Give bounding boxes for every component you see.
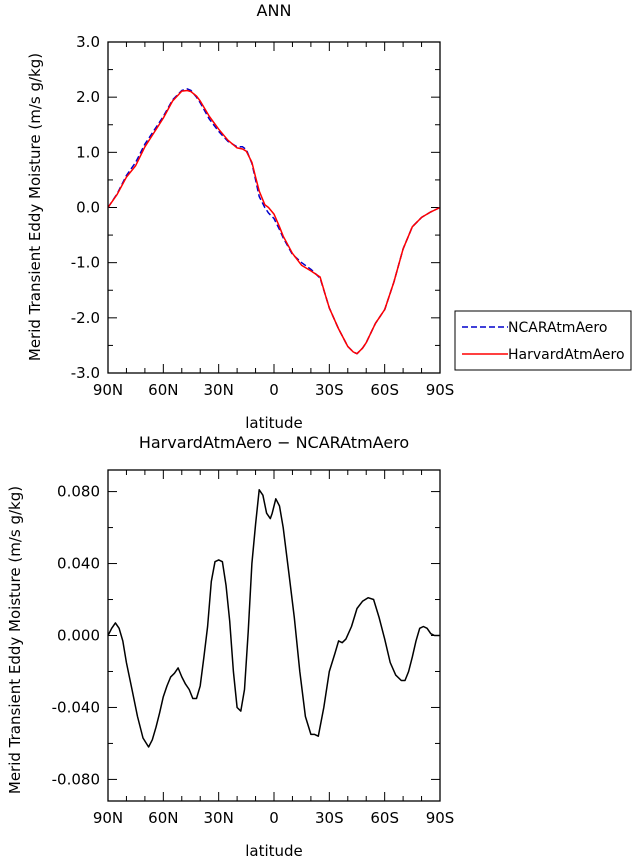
bottom-chart-x-tick-label: 60S bbox=[370, 809, 399, 827]
legend-label-ncar: NCARAtmAero bbox=[508, 320, 607, 336]
top-chart-series-line-harvardatmaero bbox=[107, 89, 441, 355]
top-chart-y-tick-label: 3.0 bbox=[76, 33, 100, 51]
bottom-chart-frame bbox=[107, 469, 441, 802]
bottom-chart-x-tick-label: 60N bbox=[148, 809, 178, 827]
bottom-chart-x-tick-label: 30N bbox=[204, 809, 234, 827]
legend-frame bbox=[454, 310, 632, 371]
top-chart-x-tick-label: 90S bbox=[426, 381, 455, 399]
top-chart-y-tick-label: 0.0 bbox=[76, 199, 100, 217]
legend-label-harvard: HarvardAtmAero bbox=[508, 347, 625, 363]
bottom-chart-series-line-difference bbox=[107, 489, 440, 748]
bottom-chart-y-tick-label: 0.080 bbox=[57, 483, 100, 501]
bottom-chart-x-tick-label: 90S bbox=[426, 809, 455, 827]
top-chart-x-tick-label: 90N bbox=[93, 381, 123, 399]
bottom-chart-panel: HarvardAtmAero − NCARAtmAero Merid Trans… bbox=[6, 433, 454, 860]
bottom-chart-y-tick-label: -0.080 bbox=[52, 770, 100, 788]
top-chart-y-tick-label: -3.0 bbox=[71, 364, 100, 382]
bottom-chart-x-tick-label: 0 bbox=[269, 809, 279, 827]
legend: NCARAtmAero HarvardAtmAero bbox=[454, 310, 632, 371]
bottom-chart-y-tick-label: 0.000 bbox=[57, 627, 100, 645]
bottom-chart-title: HarvardAtmAero − NCARAtmAero bbox=[139, 433, 409, 452]
top-chart-frame bbox=[107, 41, 441, 374]
bottom-chart-x-tick-label: 90N bbox=[93, 809, 123, 827]
top-chart-x-tick-label: 60N bbox=[148, 381, 178, 399]
top-chart-title: ANN bbox=[257, 1, 292, 20]
top-chart-x-tick-label: 30N bbox=[204, 381, 234, 399]
top-chart-x-tick-label: 60S bbox=[370, 381, 399, 399]
top-chart-y-tick-label: 2.0 bbox=[76, 88, 100, 106]
top-chart-panel: ANN Merid Transient Eddy Moisture (m/s g… bbox=[26, 1, 454, 432]
top-chart-y-tick-label: 1.0 bbox=[76, 143, 100, 161]
bottom-chart-y-tick-label: -0.040 bbox=[52, 698, 100, 716]
top-chart-ylabel: Merid Transient Eddy Moisture (m/s g/kg) bbox=[26, 53, 44, 361]
bottom-chart-ylabel: Merid Transient Eddy Moisture (m/s g/kg) bbox=[6, 486, 24, 794]
top-chart-series-line-ncaratmaero bbox=[107, 88, 441, 355]
top-chart-x-tick-label: 0 bbox=[269, 381, 279, 399]
bottom-chart-y-tick-label: 0.040 bbox=[57, 555, 100, 573]
top-chart-y-tick-label: -2.0 bbox=[71, 309, 100, 327]
top-chart-xlabel: latitude bbox=[245, 414, 303, 432]
top-chart-y-tick-label: -1.0 bbox=[71, 254, 100, 272]
top-chart-x-tick-label: 30S bbox=[315, 381, 344, 399]
bottom-chart-x-tick-label: 30S bbox=[315, 809, 344, 827]
bottom-chart-xlabel: latitude bbox=[245, 842, 303, 860]
